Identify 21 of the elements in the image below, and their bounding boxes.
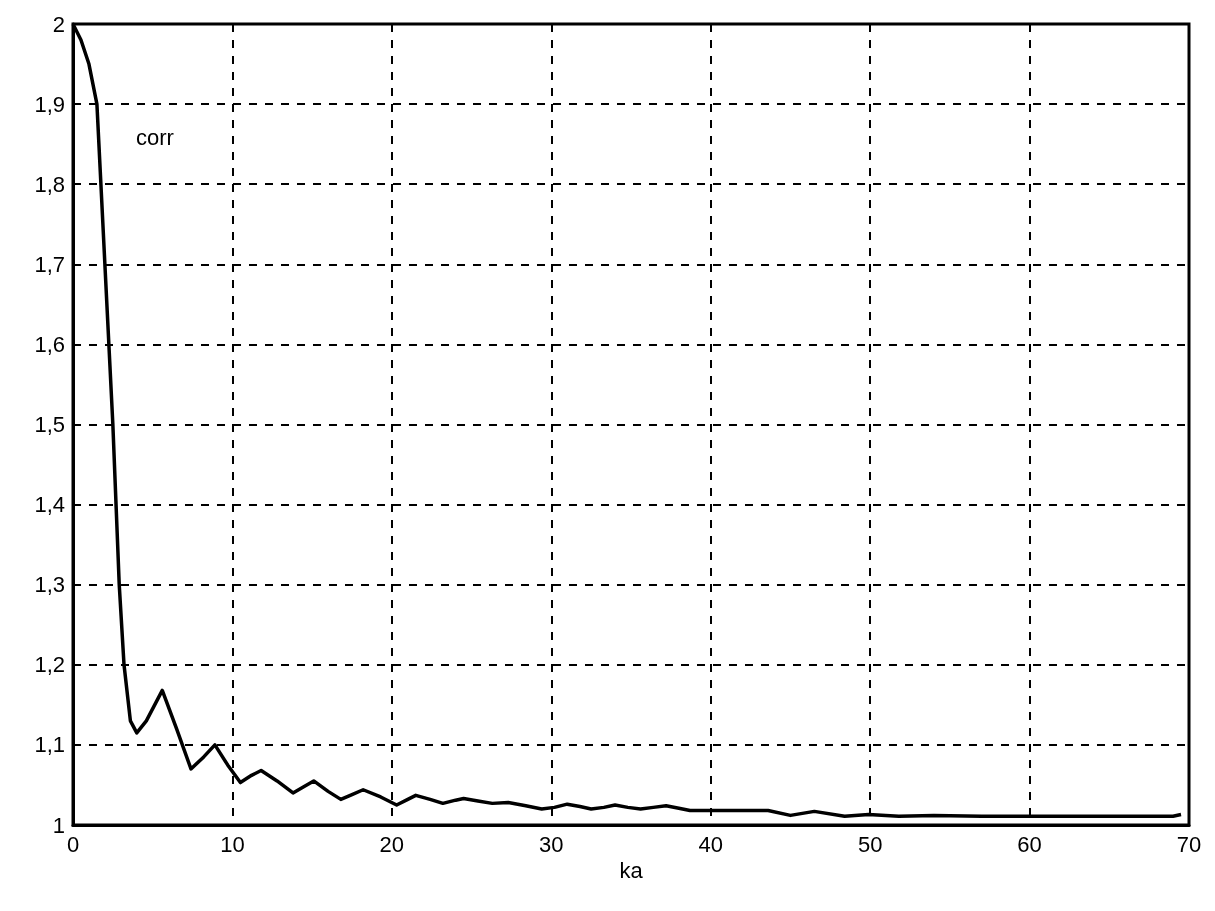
x-tick-label: 20	[379, 831, 405, 857]
y-tick-label: 1,8	[34, 171, 65, 197]
y-tick-label: 1,2	[34, 652, 65, 678]
x-tick-label: 30	[539, 831, 564, 857]
x-tick-label: 70	[1176, 831, 1202, 857]
y-tick-label: 1,3	[34, 572, 65, 598]
y-tick-label: 2	[52, 11, 65, 37]
y-tick-label: 1,1	[34, 732, 65, 758]
x-tick-label: 0	[66, 831, 80, 857]
annotation: corr	[136, 124, 174, 150]
y-tick-label: 1,9	[34, 91, 65, 117]
y-tick-label: 1,4	[34, 492, 65, 518]
x-tick-label: 60	[1017, 831, 1042, 857]
x-axis-title: ka	[619, 858, 644, 884]
y-tick-label: 1,6	[34, 331, 65, 357]
y-tick-label: 1,5	[34, 412, 65, 437]
x-tick-label: 50	[857, 831, 883, 857]
x-tick-label: 40	[698, 831, 723, 857]
y-tick-label: 1	[52, 812, 65, 838]
x-tick-label: 10	[220, 831, 245, 857]
y-tick-label: 1,7	[34, 251, 65, 277]
